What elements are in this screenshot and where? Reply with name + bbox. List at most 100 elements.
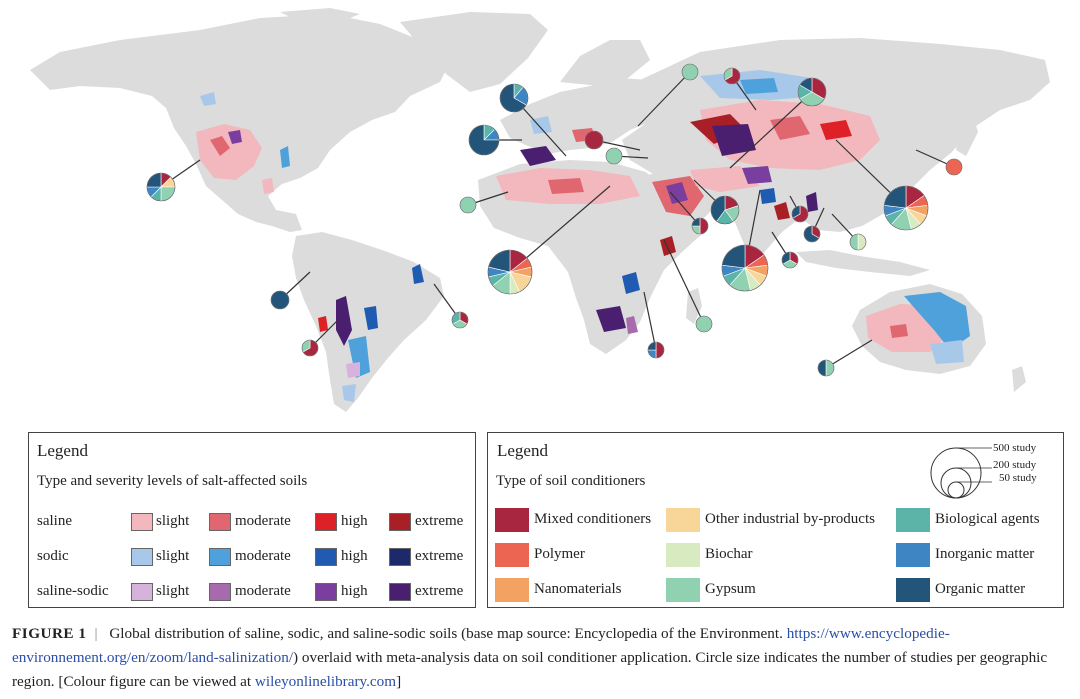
pie-outline (883, 185, 929, 231)
level-label: moderate (235, 513, 291, 529)
size-label-500: 500 study (993, 442, 1037, 454)
pie-marker (459, 196, 477, 214)
pie-outline (723, 67, 741, 85)
pie-outline (797, 77, 827, 107)
level-label: high (341, 583, 368, 599)
pie-marker (605, 147, 623, 165)
conditioner-label: Polymer (534, 546, 585, 562)
indonesia (796, 250, 930, 276)
pie-marker (723, 67, 741, 85)
pie-marker (721, 244, 769, 292)
pie-marker (849, 233, 867, 251)
level-label: moderate (235, 548, 291, 564)
saline-patch (548, 178, 584, 194)
legend-subtitle: Type of soil conditioners (496, 473, 646, 489)
pie-outline (681, 63, 699, 81)
madagascar (686, 288, 702, 324)
saline-patch (890, 324, 908, 338)
saline-patch (774, 202, 790, 220)
swatch-saline-slight (131, 513, 153, 531)
japan (956, 112, 978, 156)
pie-marker (681, 63, 699, 81)
pie-slice (699, 217, 709, 235)
sodic-patch (200, 92, 216, 106)
wiley-link[interactable]: wileyonlinelibrary.com (254, 673, 397, 690)
pie-marker (710, 195, 740, 225)
pie-slice (817, 359, 827, 377)
level-label: slight (156, 548, 190, 564)
row-label-sodic: sodic (37, 548, 69, 564)
pie-marker (146, 172, 176, 202)
pie-outline (270, 290, 290, 310)
conditioner-label: Biochar (705, 546, 753, 562)
pie-outline (695, 315, 713, 333)
pie-outline (499, 83, 529, 113)
sodic-patch (622, 272, 640, 294)
pie-marker (797, 77, 827, 107)
legend-title: Legend (497, 441, 548, 460)
circle-size-key (930, 447, 992, 499)
size-label-50: 50 study (999, 472, 1037, 484)
swatch-saline-extreme (389, 513, 411, 531)
saline-sodic-patch (520, 146, 556, 166)
pie-outline (721, 244, 769, 292)
new-zealand (1012, 366, 1026, 392)
pie-marker (499, 83, 529, 113)
sodic-patch (530, 116, 552, 134)
pie-outline (146, 172, 176, 202)
pie-outline (301, 339, 319, 357)
pie-marker (270, 290, 290, 310)
pie-marker (468, 124, 500, 156)
conditioner-label: Gypsum (705, 581, 756, 597)
swatch-polymer (495, 543, 529, 567)
pie-outline (710, 195, 740, 225)
pie-outline (459, 196, 477, 214)
sodic-patch (904, 292, 970, 350)
pie-outline (691, 217, 709, 235)
pie-outline (584, 130, 604, 150)
swatch-biological (896, 508, 930, 532)
caption-text: ) overlaid with meta-analysis data on so… (12, 649, 1048, 690)
caption-end: ] (396, 673, 402, 690)
pie-outline (945, 158, 963, 176)
pie-marker (791, 205, 809, 223)
caption-separator: | (94, 625, 98, 642)
level-label: slight (156, 583, 190, 599)
level-label: extreme (415, 583, 464, 599)
legend-title: Legend (37, 441, 88, 460)
pie-marker (883, 185, 929, 231)
sodic-patch (930, 340, 964, 364)
sodic-patch (280, 146, 290, 168)
swatch-ss-high (315, 583, 337, 601)
sodic-patch (342, 384, 356, 402)
sodic-patch (364, 306, 378, 330)
pie-marker (945, 158, 963, 176)
size-label-200: 200 study (993, 459, 1037, 471)
arctic-islands (280, 8, 360, 22)
conditioner-pie-charts (146, 63, 963, 377)
swatch-sodic-high (315, 548, 337, 566)
saline-patch (690, 166, 760, 192)
pie-marker (584, 130, 604, 150)
greenland (400, 12, 548, 92)
saline-sodic-patch (712, 124, 756, 156)
soil-type-legend: Legend Type and severity levels of salt-… (28, 432, 476, 608)
saline-sodic-patch (346, 362, 360, 378)
sodic-patch (740, 78, 778, 94)
swatch-nano (495, 578, 529, 602)
north-america (30, 14, 450, 232)
europe (500, 78, 670, 154)
source-link[interactable]: https://www.encyclopedie-environnement.o… (12, 625, 950, 666)
saline-patch (262, 178, 274, 194)
saline-sodic-patch (666, 182, 688, 204)
pie-marker (301, 339, 319, 357)
pie-outline (791, 205, 809, 223)
saline-sodic-patch (626, 316, 638, 334)
saline-sodic-patch (336, 296, 352, 346)
saline-patch (318, 316, 328, 332)
saline-patch (210, 136, 230, 156)
pie-slice (655, 341, 665, 359)
conditioner-label: Inorganic matter (935, 546, 1035, 562)
swatch-ss-slight (131, 583, 153, 601)
conditioner-label: Other industrial by-products (705, 511, 875, 527)
